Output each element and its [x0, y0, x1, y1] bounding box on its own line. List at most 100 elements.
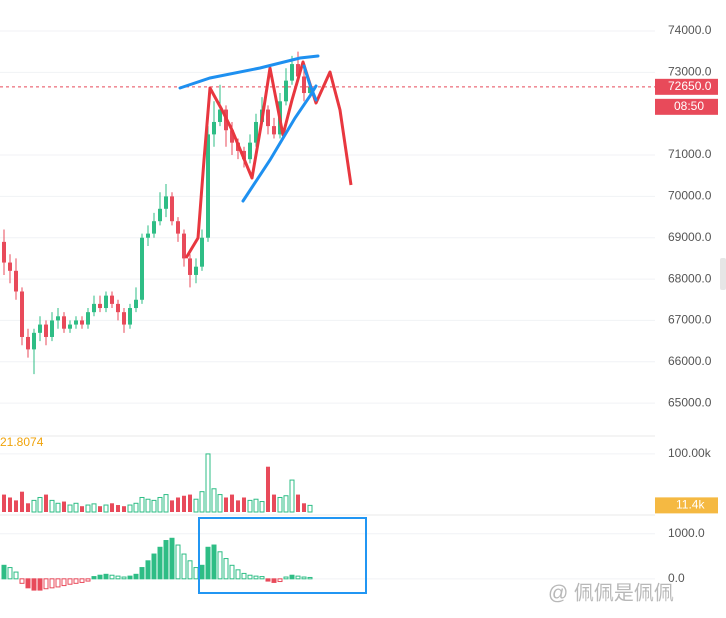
side-tab[interactable] — [720, 258, 726, 290]
volume-bar — [205, 453, 211, 513]
volume-bar — [182, 495, 186, 512]
y-tick-label: 65000.0 — [668, 395, 712, 409]
volume-bar — [307, 504, 313, 513]
candle-body — [170, 196, 174, 222]
y-tick-label: 1000.0 — [668, 526, 705, 540]
volume-bar — [44, 494, 48, 512]
candle-body — [32, 332, 36, 350]
highlight-box — [198, 517, 367, 594]
volume-bar — [277, 496, 283, 513]
volume-bar — [211, 488, 217, 513]
macd-bar — [13, 571, 19, 580]
candle-body — [2, 241, 6, 263]
volume-bar — [116, 505, 120, 512]
candle-body — [134, 299, 138, 309]
macd-bar — [55, 578, 61, 588]
volume-bar — [55, 502, 61, 513]
candle-body — [296, 64, 300, 77]
volume-bar — [266, 466, 270, 512]
volume-bar — [133, 502, 139, 513]
macd-bar — [49, 578, 55, 589]
volume-bar — [247, 499, 253, 513]
candle-body — [212, 121, 216, 135]
candle-body — [62, 316, 66, 329]
candle-body — [86, 312, 90, 325]
candle-body — [158, 208, 162, 222]
y-tick-label: 67000.0 — [668, 313, 712, 327]
candle-body — [128, 308, 132, 325]
y-tick-label: 71000.0 — [668, 147, 712, 161]
volume-bar — [296, 494, 300, 512]
volume-bar — [20, 491, 24, 512]
candle-body — [146, 233, 150, 238]
macd-bar — [241, 572, 247, 580]
volume-bar — [283, 495, 289, 513]
candle-body — [272, 126, 276, 135]
candle-body — [116, 303, 120, 313]
macd-bar — [283, 576, 289, 580]
volume-bar — [217, 494, 223, 513]
volume-bar — [145, 498, 151, 513]
macd-bar — [211, 544, 217, 580]
volume-bar — [26, 503, 30, 512]
candle-body — [188, 258, 192, 275]
macd-bar — [295, 575, 301, 580]
macd-bar — [181, 553, 187, 580]
candle-body — [182, 233, 186, 259]
candle-body — [104, 295, 108, 309]
volume-bar — [302, 503, 306, 512]
watermark: @ 佩佩是佩佩 — [548, 581, 674, 604]
macd-bar — [205, 546, 211, 580]
volume-bar — [236, 500, 240, 512]
volume-bar — [14, 500, 18, 512]
candle-body — [230, 130, 234, 143]
candle-body — [152, 221, 156, 234]
macd-bar — [247, 574, 253, 580]
volume-bar — [151, 499, 157, 513]
macd-bar — [109, 574, 115, 580]
macd-bar — [289, 574, 295, 580]
volume-bar — [103, 504, 109, 513]
macd-bar — [259, 576, 265, 580]
drawn-line — [302, 64, 318, 102]
indicator-value: 21.8074 — [0, 435, 44, 449]
volume-bar — [85, 504, 91, 513]
macd-bar — [145, 560, 151, 580]
volume-bar — [272, 494, 276, 512]
volume-bar — [8, 497, 12, 512]
volume-bar — [176, 497, 180, 512]
candle-body — [140, 237, 144, 300]
macd-bar — [169, 537, 175, 580]
y-tick-label: 68000.0 — [668, 271, 712, 285]
candle-body — [44, 324, 48, 337]
candle-body — [80, 320, 84, 325]
candle-body — [290, 64, 294, 81]
volume-bar — [170, 500, 174, 512]
macd-bar — [31, 578, 37, 591]
volume-bar — [49, 499, 55, 513]
macd-bar — [25, 578, 31, 589]
macd-bar — [187, 560, 193, 580]
macd-bar — [73, 578, 79, 584]
candle-body — [122, 312, 126, 325]
candle-body — [92, 303, 96, 313]
candle-body — [74, 320, 78, 325]
volume-bar — [80, 506, 84, 512]
macd-bar — [97, 574, 103, 580]
macd-bar — [301, 576, 307, 580]
macd-bar — [133, 573, 139, 580]
last-volume-box — [655, 497, 718, 514]
candle-body — [20, 291, 24, 337]
volume-bar — [91, 503, 97, 513]
candle-body — [308, 86, 312, 94]
macd-bar — [223, 558, 229, 580]
volume-bar — [37, 496, 43, 513]
last-volume-label: 11.4k — [676, 498, 705, 512]
volume-bar — [230, 494, 234, 512]
macd-bar — [307, 576, 313, 580]
volume-bar — [259, 501, 265, 513]
candle-body — [194, 266, 198, 275]
macd-bar — [199, 564, 205, 580]
volume-bar — [67, 504, 73, 513]
candle-body — [68, 324, 72, 329]
